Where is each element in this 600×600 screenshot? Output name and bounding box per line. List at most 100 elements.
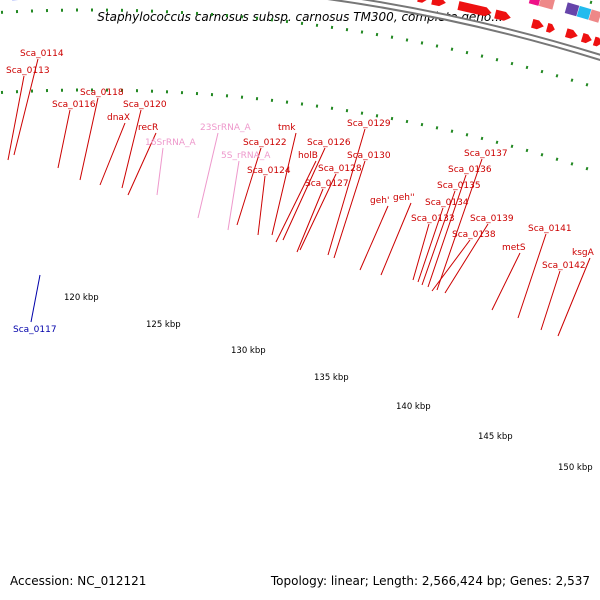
tick-mark	[195, 11, 199, 15]
tick-shape	[90, 8, 94, 12]
tick-mark	[375, 114, 379, 118]
tick-mark	[0, 90, 4, 94]
tick-shape	[345, 28, 349, 32]
tick-mark	[210, 12, 214, 16]
leader-line	[412, 223, 430, 281]
kbp-label: 150 kbp	[558, 463, 593, 473]
tick-shape	[390, 116, 394, 121]
tick-shape	[150, 9, 154, 13]
tick-mark	[495, 140, 499, 144]
tick-shape	[135, 9, 139, 13]
tick-shape	[330, 25, 334, 30]
tick-shape	[525, 148, 529, 153]
tick-mark	[60, 88, 64, 92]
leader-line	[282, 147, 326, 241]
tick-shape	[240, 15, 244, 19]
tick-mark	[540, 153, 544, 157]
tick-mark	[120, 8, 124, 12]
tick-shape	[405, 119, 409, 124]
tick-mark	[375, 32, 379, 37]
cds-arrow	[431, 0, 446, 7]
tick-shape	[495, 140, 499, 144]
tick-mark	[30, 89, 34, 93]
tick-mark	[315, 23, 319, 27]
tick-mark	[15, 90, 19, 94]
gene-label: ksgA	[572, 248, 595, 258]
tick-shape	[315, 104, 319, 108]
tick-mark	[405, 38, 409, 42]
tick-mark	[570, 162, 574, 166]
cds-arrow-shape	[417, 0, 428, 3]
tick-mark	[135, 9, 139, 13]
gene-label: metS	[502, 243, 526, 253]
tick-mark	[120, 88, 124, 92]
cds-arrow	[457, 1, 492, 17]
tick-mark	[15, 10, 19, 14]
leader-line	[227, 160, 240, 231]
feature-block	[576, 5, 592, 20]
tick-mark	[195, 91, 199, 96]
topology-summary: Topology: linear; Length: 2,566,424 bp; …	[270, 574, 590, 588]
tick-shape	[15, 10, 19, 14]
label-leader-lines	[7, 58, 591, 337]
tick-mark	[589, 0, 593, 5]
feature-blocks	[528, 0, 600, 23]
gene-label: Sca_0120	[123, 100, 167, 110]
leader-line	[156, 147, 164, 196]
tick-shape	[135, 89, 139, 93]
tick-mark	[435, 126, 439, 130]
kbp-tick-marks	[0, 0, 593, 171]
cds-arrow-shape	[580, 33, 592, 44]
tick-shape	[465, 133, 469, 137]
tick-shape	[45, 9, 49, 13]
tick-shape	[330, 106, 334, 110]
gene-labels: Sca_0114 Sca_0113 Sca_0118 Sca_0116 dnaX Sca_…	[6, 49, 595, 335]
tick-shape	[240, 95, 244, 99]
tick-shape	[570, 78, 574, 82]
feature-block	[528, 0, 542, 6]
tick-mark	[435, 44, 439, 48]
tick-mark	[360, 30, 364, 34]
leader-line	[491, 252, 521, 311]
tick-mark	[180, 10, 184, 15]
gene-label: Sca_0114	[20, 49, 64, 59]
leader-line	[13, 58, 39, 156]
gene-label: geh'	[370, 196, 389, 206]
tick-shape	[480, 54, 484, 58]
gene-label: 23SrRNA_A	[200, 123, 252, 133]
tick-mark	[225, 13, 229, 18]
tick-shape	[450, 129, 454, 133]
feature-block	[564, 2, 580, 17]
tick-mark	[75, 8, 79, 12]
tick-shape	[210, 93, 214, 97]
gene-label: Sca_0117	[13, 325, 57, 335]
tick-shape	[270, 18, 274, 22]
tick-mark	[315, 104, 319, 108]
cds-arrow-shape	[431, 0, 446, 7]
tick-mark	[45, 89, 49, 93]
gene-label: Sca_0116	[52, 100, 96, 110]
tick-mark	[345, 109, 349, 113]
tick-mark	[330, 25, 334, 30]
gene-label: 16SrRNA_A	[145, 138, 197, 148]
leader-line	[444, 223, 489, 294]
tick-mark	[300, 21, 304, 25]
tick-mark	[585, 166, 589, 171]
leader-line	[427, 174, 467, 288]
tick-mark	[420, 122, 424, 127]
tick-shape	[165, 10, 169, 14]
tick-mark	[60, 8, 64, 12]
gene-label: 5S_rRNA_A	[221, 151, 271, 161]
tick-shape	[465, 50, 469, 55]
tick-shape	[210, 12, 214, 16]
tick-shape	[255, 97, 259, 101]
leader-line	[271, 132, 297, 236]
tick-mark	[525, 65, 529, 70]
leader-line	[197, 132, 219, 219]
tick-shape	[75, 8, 79, 12]
tick-mark	[255, 16, 259, 20]
gene-label: Sca_0129	[347, 119, 391, 129]
gene-label: Sca_0134	[425, 198, 469, 208]
tick-mark	[360, 111, 364, 115]
